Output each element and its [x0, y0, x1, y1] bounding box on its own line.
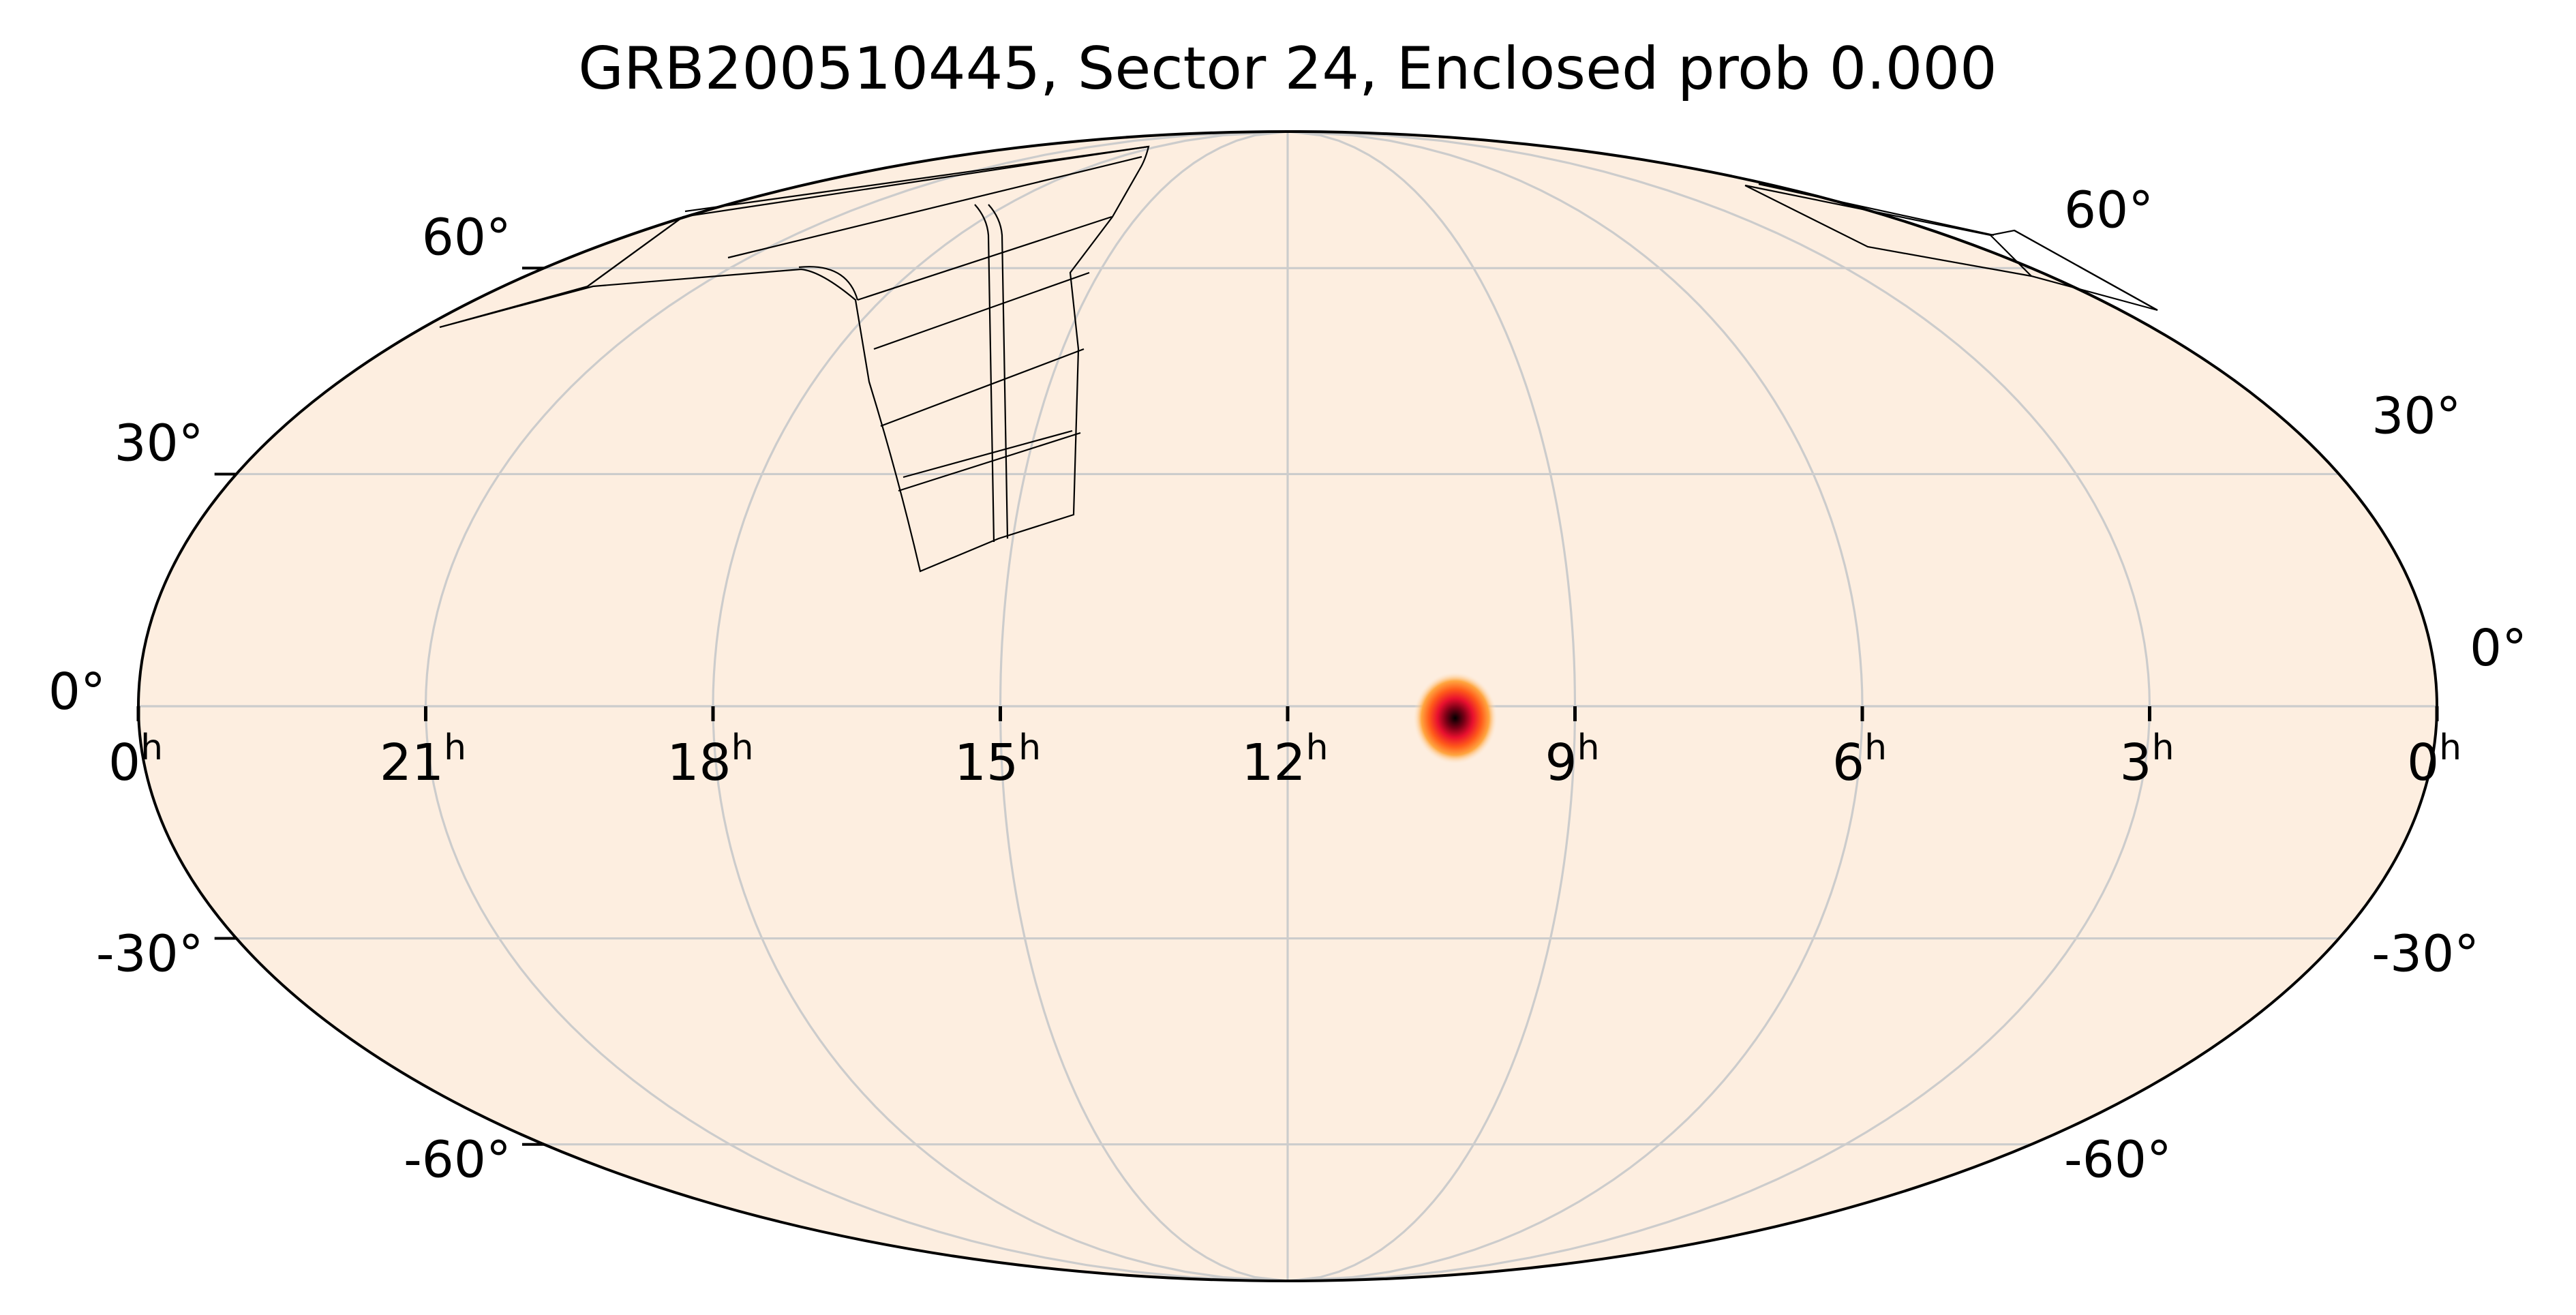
ra-tick-label: 18h: [667, 727, 753, 792]
sector-footprint-outline: [1990, 235, 2032, 277]
ra-tick-marks: [136, 267, 2439, 1146]
dec-label-left: 30°: [115, 414, 204, 472]
ra-tick-labels: 0h 21h 18h 15h 12h 9h 6h 3h 0h: [108, 727, 2461, 792]
sector-footprint-outline: [798, 266, 859, 301]
dec-tick-labels: 60° 60° 30° 30° 0° 0° -30° -30° -60° -60°: [48, 181, 2527, 1189]
dec-label-left: 60°: [422, 208, 511, 267]
sector-footprint-outline: [898, 432, 1081, 492]
sector-footprint-outline: [587, 216, 684, 287]
dec-label-left: 0°: [48, 663, 106, 721]
ra-tick-label: 12h: [1241, 727, 1328, 792]
sector-footprint-outline: [727, 155, 1142, 259]
dec-label-right: 30°: [2372, 387, 2461, 445]
tess-sector-footprint: [439, 145, 2158, 573]
localization-probability-blob: [1412, 671, 1498, 765]
sector-footprint-outline: [880, 348, 1085, 427]
sector-footprint-outline: [439, 145, 1150, 573]
ra-tick-label: 0h: [108, 727, 163, 792]
chart-title: GRB200510445, Sector 24, Enclosed prob 0…: [578, 35, 1997, 103]
ra-tick-label: 9h: [1545, 727, 1599, 792]
dec-label-left: -60°: [404, 1131, 511, 1190]
sector-footprint-outline: [988, 204, 1009, 539]
dec-label-right: 60°: [2064, 181, 2153, 239]
dec-label-right: -60°: [2064, 1131, 2172, 1190]
sector-footprint-outline: [2014, 230, 2158, 311]
ra-tick-label: 6h: [1832, 727, 1887, 792]
ra-tick-label: 0h: [2407, 727, 2461, 792]
ra-tick-label: 15h: [954, 727, 1041, 792]
sector-footprint-outline: [857, 215, 1112, 301]
dec-label-right: -30°: [2372, 925, 2479, 984]
sector-footprint-outline: [684, 145, 1149, 213]
sector-footprint-outline: [903, 429, 1073, 479]
dec-label-left: -30°: [96, 925, 204, 984]
ra-tick-label: 21h: [380, 727, 466, 792]
ra-tick-label: 3h: [2119, 727, 2174, 792]
dec-label-right: 0°: [2470, 619, 2527, 678]
sector-footprint-outline: [974, 204, 995, 543]
sector-footprint-outline: [873, 271, 1090, 350]
